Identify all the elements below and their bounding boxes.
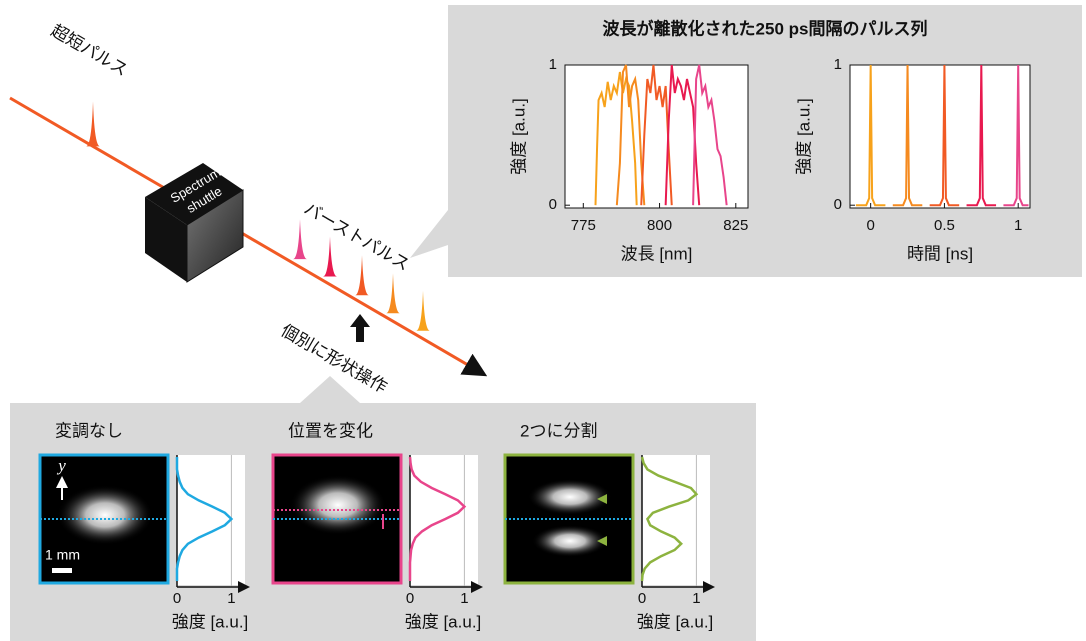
- panel-title: 変調なし: [55, 421, 123, 440]
- x-tick-label: 825: [723, 217, 748, 234]
- beam: [9, 96, 166, 190]
- burst-label: バーストパルス: [301, 199, 413, 275]
- x-tick-label: 1: [692, 590, 700, 607]
- x-tick-label: 1: [1014, 217, 1022, 234]
- beam-spot: [290, 475, 386, 535]
- x-axis-label: 強度 [a.u.]: [637, 612, 714, 631]
- plot-area: [564, 64, 749, 209]
- line-series: [966, 64, 997, 207]
- x-tick-label: 0: [866, 217, 874, 234]
- input-label: 超短パルス: [48, 21, 131, 80]
- line-series: [664, 64, 701, 206]
- x-tick-label: 1: [227, 590, 235, 607]
- device-top: [145, 163, 243, 225]
- line-series: [1003, 64, 1029, 207]
- line-series: [594, 71, 638, 206]
- device-side: [186, 189, 244, 283]
- y-tick-label: 0: [834, 196, 842, 213]
- x-tick-label: 775: [571, 217, 596, 234]
- line-series: [929, 64, 960, 207]
- line-series: [615, 64, 646, 206]
- up-arrow: [350, 314, 370, 342]
- profile-area: [177, 455, 245, 585]
- panel-title: 位置を変化: [288, 421, 373, 440]
- scale-bar: [52, 568, 72, 573]
- pulse: [355, 255, 369, 296]
- pulse: [293, 219, 307, 260]
- x-tick-label: 0: [638, 590, 646, 607]
- y-axis-label: 強度 [a.u.]: [509, 98, 528, 175]
- scale-label: 1 mm: [45, 547, 80, 563]
- marker-triangle: [597, 536, 607, 546]
- profile-line: [640, 456, 699, 582]
- line-series: [640, 64, 673, 206]
- y-tick-label: 1: [834, 56, 842, 73]
- x-tick-label: 0: [406, 590, 414, 607]
- panel-title: 2つに分割: [520, 421, 597, 440]
- x-tick-label: 0: [173, 590, 181, 607]
- beam-spot: [57, 485, 153, 545]
- x-tick-label: 0.5: [934, 217, 955, 234]
- x-axis-label: 強度 [a.u.]: [405, 612, 482, 631]
- plot-area: [849, 64, 1031, 209]
- x-axis-label: 強度 [a.u.]: [172, 612, 249, 631]
- x-tick-label: 800: [647, 217, 672, 234]
- profile-area: [642, 455, 710, 585]
- panel-title: 波長が離散化された250 ps間隔のパルス列: [603, 18, 928, 38]
- pulse: [386, 273, 400, 314]
- device-left: [145, 197, 187, 282]
- beam: [239, 230, 488, 377]
- y-tick-label: 1: [549, 56, 557, 73]
- marker-triangle: [597, 494, 607, 504]
- pulse: [86, 101, 100, 147]
- pulse: [323, 236, 337, 277]
- profile-line: [175, 457, 234, 581]
- charts: 775 800 825 0 1 波長 [nm] 強度 [a.u.] 0 0.5 1 0 1 時間 [ns…: [509, 56, 1031, 263]
- line-series: [855, 64, 886, 207]
- line-series: [892, 64, 923, 207]
- y-tick-label: 0: [549, 196, 557, 213]
- beam-profiles: 変調なし y 1 mm 0 1 強度 [a.u.] 位置を変化 0 1 強度 [a.u.] 2つに分…: [38, 421, 715, 631]
- beam-spot: [532, 525, 608, 557]
- line-series: [692, 64, 728, 206]
- profile-line: [408, 456, 467, 581]
- x-axis-label: 波長 [nm]: [621, 244, 693, 263]
- x-tick-label: 1: [460, 590, 468, 607]
- y-axis-label: 強度 [a.u.]: [794, 98, 813, 175]
- axis-symbol: y: [56, 456, 66, 475]
- x-axis-label: 時間 [ns]: [907, 244, 973, 263]
- beam-spot: [528, 479, 612, 515]
- pulse: [416, 290, 430, 331]
